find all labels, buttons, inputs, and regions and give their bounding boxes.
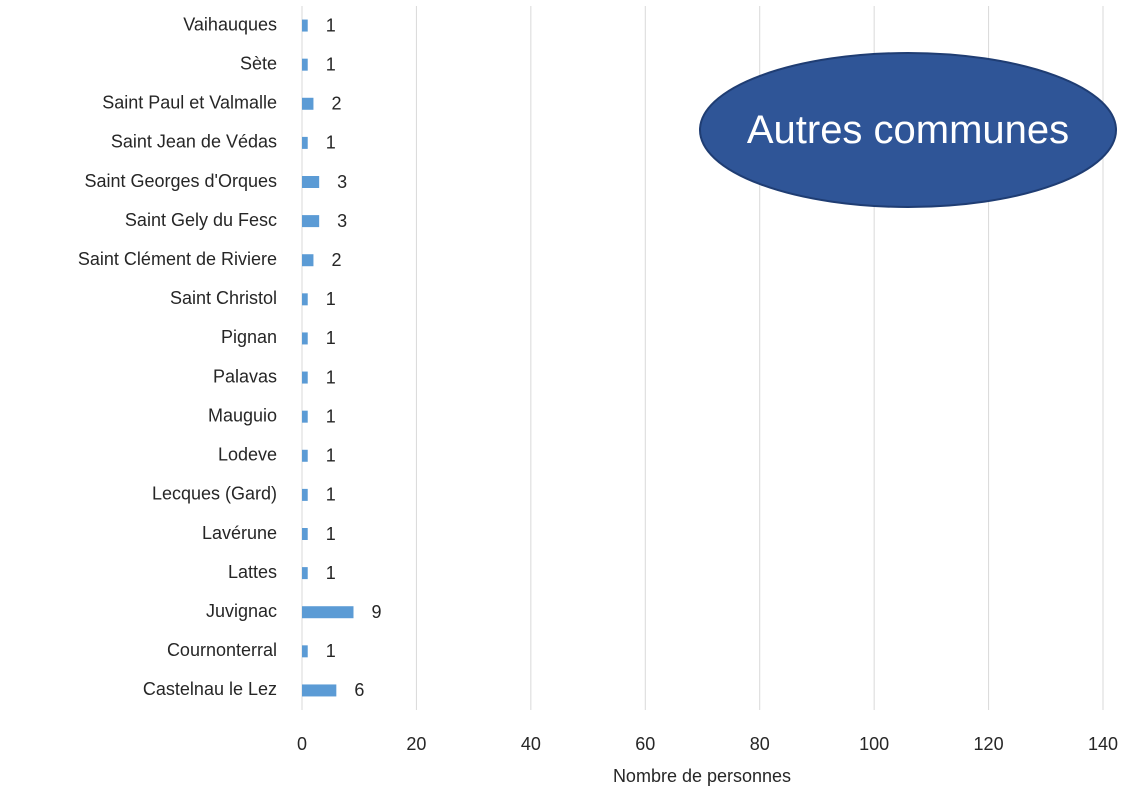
y-tick-label: Sète xyxy=(240,53,277,73)
y-tick-label: Lodeve xyxy=(218,445,277,465)
data-label: 1 xyxy=(326,406,336,426)
bar xyxy=(302,332,308,345)
bar xyxy=(302,528,308,540)
bar xyxy=(302,645,308,658)
x-tick-label: 20 xyxy=(406,734,426,754)
data-label: 2 xyxy=(331,94,341,114)
data-label: 9 xyxy=(371,602,381,622)
y-tick-label: Lattes xyxy=(228,562,277,582)
data-label: 2 xyxy=(331,250,341,270)
y-tick-label: Saint Clément de Riviere xyxy=(78,249,277,269)
y-tick-label: Pignan xyxy=(221,327,277,347)
data-label: 1 xyxy=(326,133,336,153)
y-tick-label: Saint Jean de Védas xyxy=(111,132,277,152)
x-tick-label: 120 xyxy=(974,734,1004,754)
annotation: Autres communes xyxy=(746,108,1070,152)
bar xyxy=(302,410,308,423)
data-label: 1 xyxy=(326,54,336,74)
data-label: 1 xyxy=(326,641,336,661)
y-tick-label: Saint Gely du Fesc xyxy=(125,210,277,230)
data-label: 1 xyxy=(326,524,336,544)
data-label: 1 xyxy=(326,485,336,505)
data-label: 1 xyxy=(326,15,336,35)
y-tick-label: Mauguio xyxy=(208,405,277,425)
y-tick-label: Vaihauques xyxy=(183,14,277,34)
y-tick-label: Saint Georges d'Orques xyxy=(84,171,277,191)
bar xyxy=(302,684,337,697)
x-tick-label: 100 xyxy=(859,734,889,754)
y-tick-label: Saint Paul et Valmalle xyxy=(102,93,277,113)
data-label: 3 xyxy=(337,172,347,192)
bar xyxy=(302,19,308,32)
x-tick-label: 80 xyxy=(750,734,770,754)
y-tick-label: Lavérune xyxy=(202,523,277,543)
y-tick-label: Castelnau le Lez xyxy=(143,679,277,699)
bar xyxy=(302,215,320,228)
bar xyxy=(302,371,308,384)
data-label: 1 xyxy=(326,328,336,348)
bar xyxy=(302,136,308,149)
data-label: 1 xyxy=(326,289,336,309)
y-tick-label: Lecques (Gard) xyxy=(152,484,277,504)
y-tick-label: Cournonterral xyxy=(167,640,277,660)
bar xyxy=(302,176,320,188)
data-label: 3 xyxy=(337,211,347,231)
x-tick-label: 0 xyxy=(297,734,307,754)
x-tick-label: 60 xyxy=(635,734,655,754)
bar xyxy=(302,567,308,580)
data-label: 1 xyxy=(326,446,336,466)
data-label: 1 xyxy=(326,563,336,583)
y-tick-label: Palavas xyxy=(213,366,277,386)
bar xyxy=(302,58,308,71)
data-label: 1 xyxy=(326,367,336,387)
data-label: 6 xyxy=(354,680,364,700)
x-axis-label: Nombre de personnes xyxy=(613,766,791,786)
x-tick-label: 140 xyxy=(1088,734,1118,754)
y-tick-label: Saint Christol xyxy=(170,288,277,308)
x-tick-label: 40 xyxy=(521,734,541,754)
bar xyxy=(302,606,354,619)
bar xyxy=(302,97,314,110)
y-tick-label: Juvignac xyxy=(206,601,277,621)
bar xyxy=(302,254,314,267)
bar xyxy=(302,293,308,306)
bar xyxy=(302,449,308,462)
bar xyxy=(302,488,308,501)
annotation-shape xyxy=(699,52,1117,208)
